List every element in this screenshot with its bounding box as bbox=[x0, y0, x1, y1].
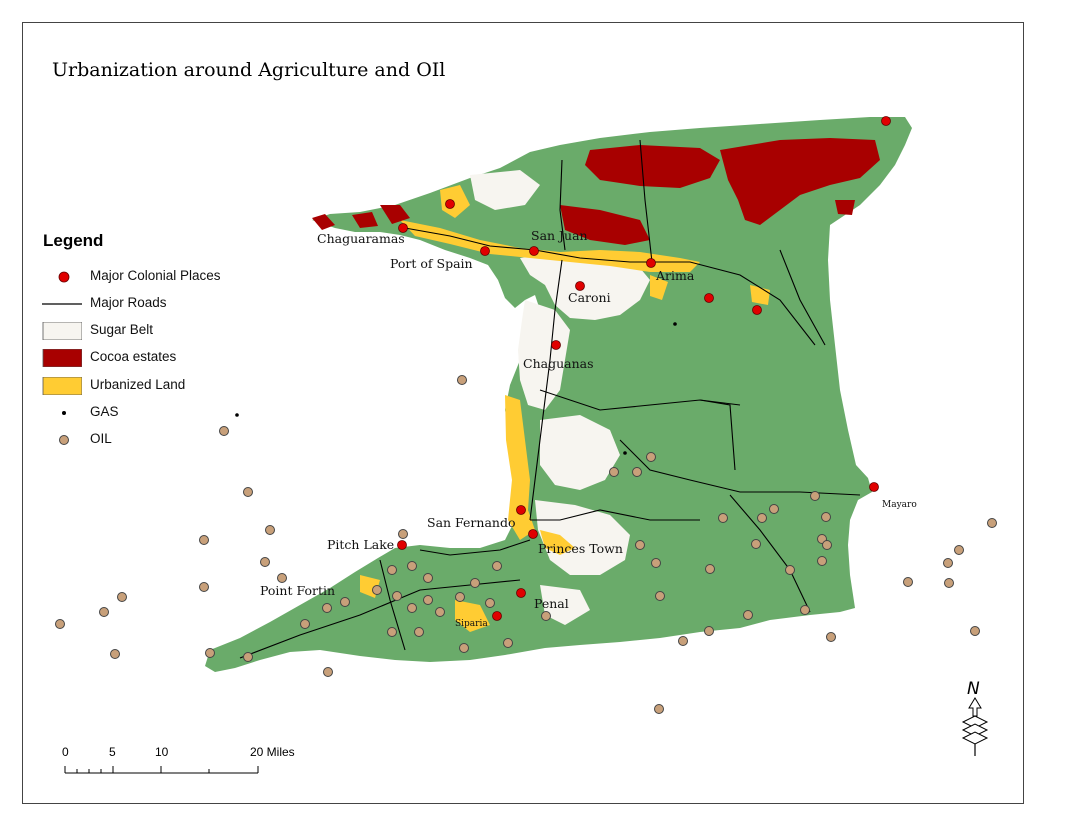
legend-label: Urbanized Land bbox=[90, 377, 186, 392]
scale-label-0: 0 bbox=[62, 745, 69, 759]
legend-item-gas: GAS bbox=[40, 402, 260, 424]
legend-item-sugar-belt: Sugar Belt bbox=[40, 320, 260, 342]
map-title: Urbanization around Agriculture and OIl bbox=[52, 59, 446, 81]
north-arrow-icon: N bbox=[961, 679, 989, 756]
urbanized-areas bbox=[360, 185, 770, 632]
map-frame bbox=[22, 22, 1024, 804]
label-mayaro: Mayaro bbox=[882, 500, 917, 510]
scale-bar: 0 5 10 20 Miles bbox=[55, 745, 315, 785]
scale-label-5: 5 bbox=[109, 745, 116, 759]
sugar-belt-areas bbox=[470, 170, 650, 625]
label-chaguanas: Chaguanas bbox=[523, 356, 594, 371]
label-arima: Arima bbox=[655, 268, 695, 283]
cocoa-estate-areas bbox=[312, 138, 880, 245]
legend-item-oil: OIL bbox=[40, 429, 260, 451]
legend-label: Cocoa estates bbox=[90, 349, 177, 364]
label-penal: Penal bbox=[534, 596, 569, 611]
legend-item-major-roads: Major Roads bbox=[40, 293, 260, 315]
road-line-icon bbox=[42, 303, 82, 305]
label-san-juan: San Juan bbox=[531, 228, 588, 243]
gas-points bbox=[235, 322, 677, 455]
legend-label: GAS bbox=[90, 404, 119, 419]
north-label: N bbox=[967, 679, 980, 699]
label-siparia: Siparia bbox=[455, 619, 488, 629]
urban-fill-icon bbox=[42, 377, 82, 395]
north-arrow: N bbox=[955, 678, 995, 758]
scale-label-10: 10 bbox=[155, 745, 169, 759]
legend: Legend Major Colonial Places Major Roads… bbox=[40, 228, 260, 458]
legend-label: Major Colonial Places bbox=[90, 268, 221, 283]
legend-label: Sugar Belt bbox=[90, 322, 154, 337]
label-caroni: Caroni bbox=[568, 290, 611, 305]
legend-label: Major Roads bbox=[90, 295, 167, 310]
scale-ruler bbox=[64, 766, 259, 774]
label-san-fernando: San Fernando bbox=[427, 515, 515, 530]
colonial-places bbox=[397, 116, 891, 621]
legend-item-cocoa-estates: Cocoa estates bbox=[40, 347, 260, 369]
gas-dot-icon bbox=[62, 411, 66, 415]
legend-title: Legend bbox=[43, 231, 104, 250]
place-labels: Chaguaramas San Juan Port of Spain Arima… bbox=[260, 228, 917, 629]
label-point-fortin: Point Fortin bbox=[260, 583, 335, 598]
sugar-fill-icon bbox=[42, 322, 82, 340]
legend-item-colonial-places: Major Colonial Places bbox=[40, 266, 260, 288]
major-roads bbox=[239, 139, 861, 659]
label-chaguaramas: Chaguaramas bbox=[317, 231, 405, 246]
label-princes-town: Princes Town bbox=[538, 541, 623, 556]
legend-item-urbanized-land: Urbanized Land bbox=[40, 375, 260, 397]
label-pitch-lake: Pitch Lake bbox=[327, 537, 394, 552]
scale-label-20: 20 Miles bbox=[250, 745, 295, 759]
legend-label: OIL bbox=[90, 431, 112, 446]
island-landmass bbox=[205, 117, 912, 672]
label-port-of-spain: Port of Spain bbox=[390, 256, 473, 271]
oil-wells bbox=[55, 375, 997, 714]
oil-dot-icon bbox=[59, 435, 69, 445]
red-dot-icon bbox=[58, 271, 70, 283]
cocoa-fill-icon bbox=[42, 349, 82, 367]
